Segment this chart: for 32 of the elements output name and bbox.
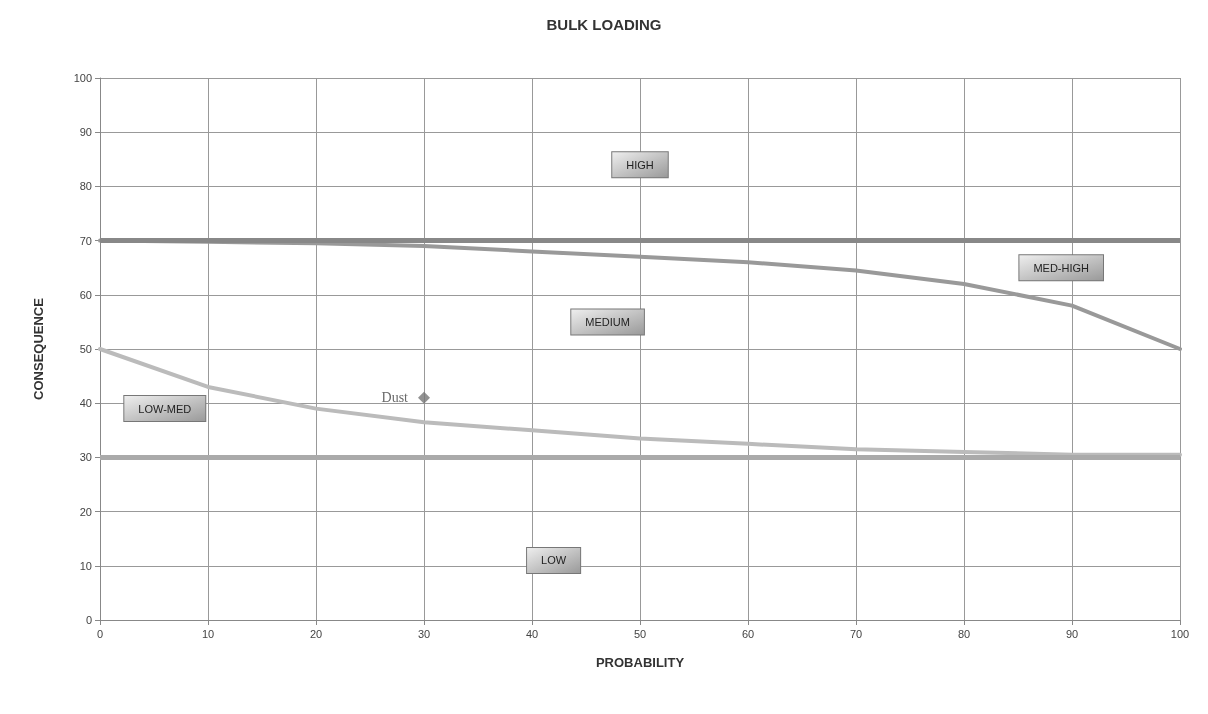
annotation: LOW-MED	[138, 402, 192, 415]
y-tick-label: 30	[79, 451, 92, 464]
series-label: Dust	[381, 390, 409, 406]
x-tick-label: 20	[309, 627, 323, 640]
y-tick-label: 50	[79, 343, 92, 355]
x-tick-label: 90	[1065, 627, 1079, 640]
y-tick-label: 10	[79, 559, 92, 572]
x-tick-label: 80	[957, 627, 971, 640]
y-axis-title: CONSEQUENCE	[31, 297, 46, 400]
y-tick-label: 60	[79, 288, 92, 301]
y-tick-label: 100	[73, 72, 92, 84]
x-tick-label: 70	[849, 627, 863, 640]
x-tick-label: 60	[741, 627, 755, 640]
y-tick-label: 90	[79, 126, 92, 139]
x-tick-label: 10	[201, 627, 215, 640]
x-tick-label: 50	[633, 627, 647, 640]
y-tick-label: 80	[79, 180, 92, 193]
line-series	[98, 347, 1182, 457]
y-tick-label: 0	[85, 614, 92, 626]
annotation: LOW	[541, 554, 567, 567]
x-tick-label: 0	[96, 627, 104, 640]
y-tick-label: 20	[79, 505, 92, 518]
x-axis-title: PROBABILITY	[595, 655, 685, 670]
x-tick-label: 30	[417, 627, 431, 640]
chart-title: BULK LOADING	[546, 16, 662, 33]
y-tick-label: 70	[79, 234, 92, 247]
annotation: HIGH	[626, 158, 654, 171]
y-tick-label: 40	[79, 397, 92, 410]
annotation: MED-HIGH	[1033, 261, 1090, 274]
x-tick-label: 100	[1170, 627, 1190, 640]
x-tick-label: 40	[525, 627, 539, 640]
annotation: MEDIUM	[585, 315, 630, 328]
